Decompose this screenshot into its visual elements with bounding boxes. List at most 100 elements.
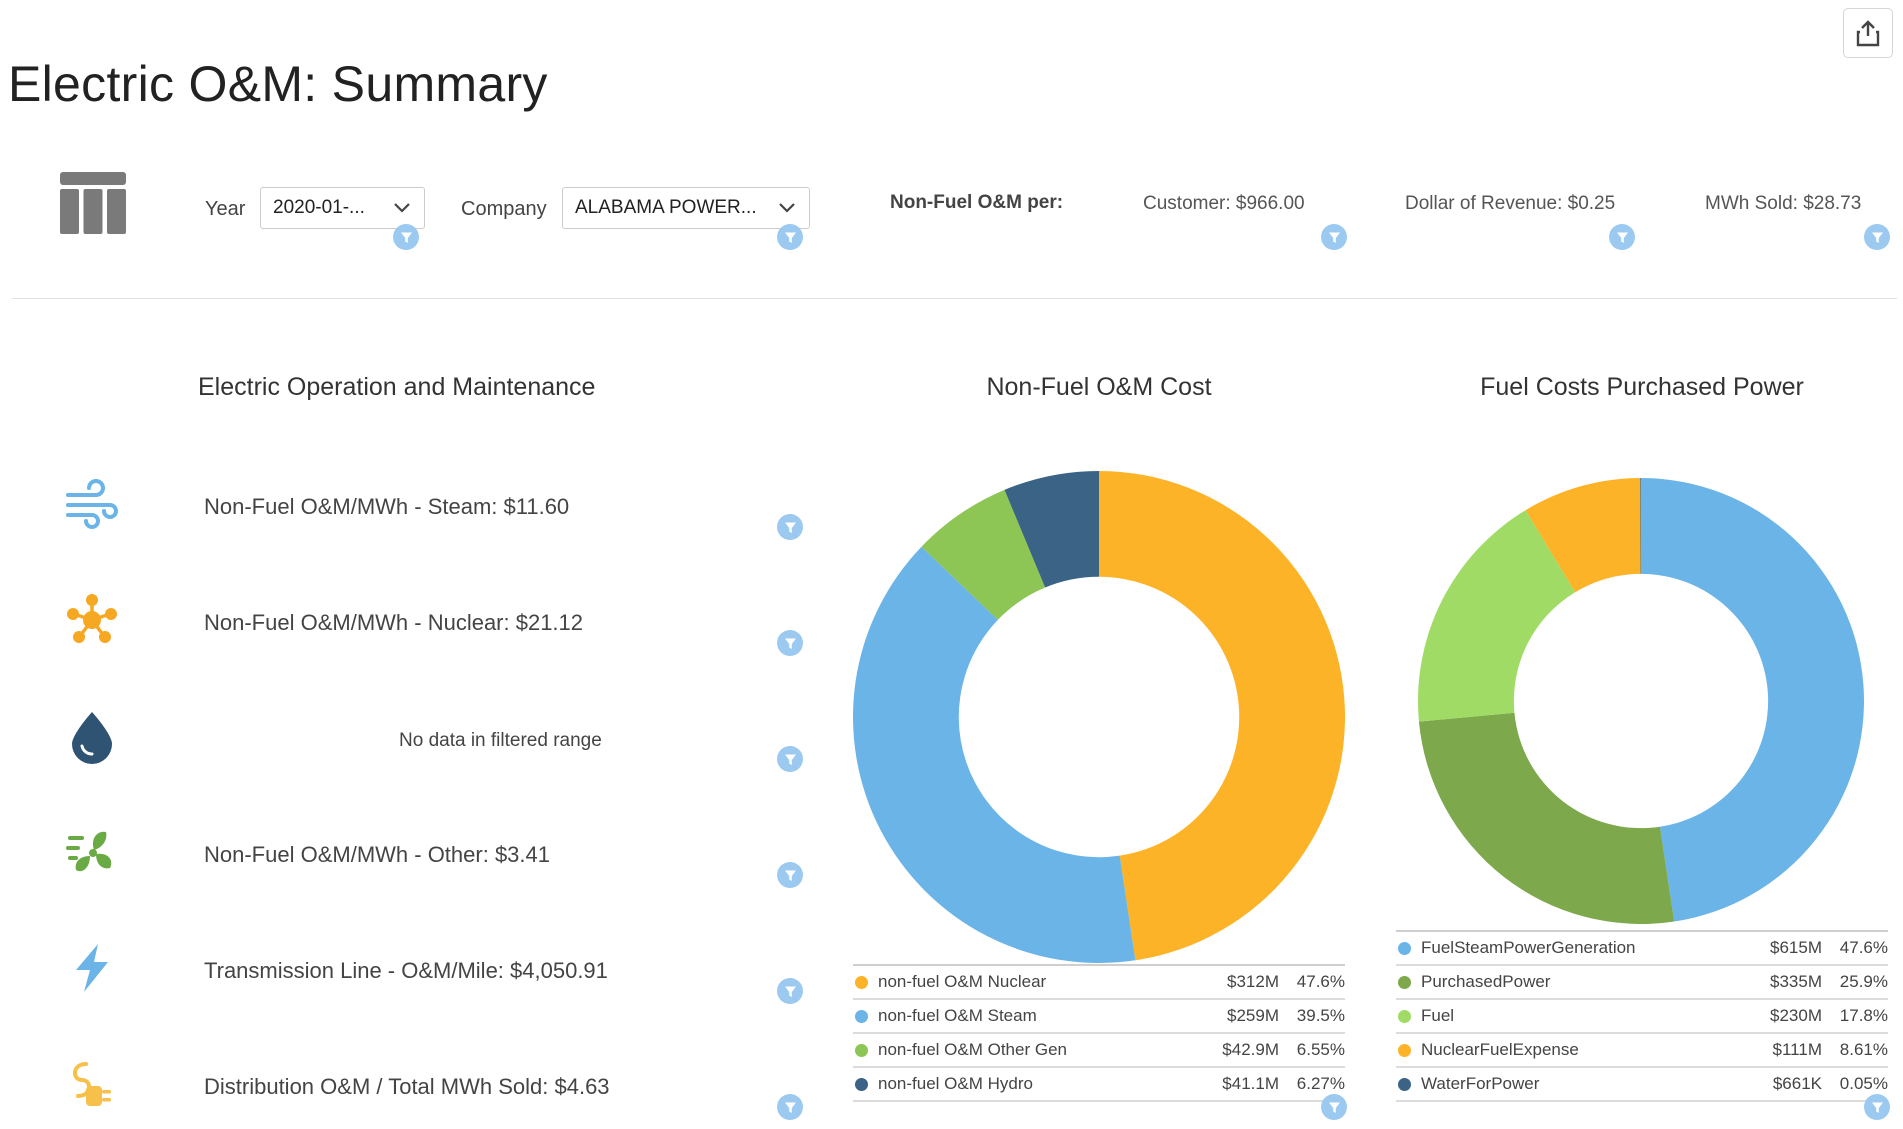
metric-steam: Non-Fuel O&M/MWh - Steam: $11.60 — [204, 494, 570, 519]
nuclear-icon — [67, 594, 117, 643]
legend-color-dot — [1398, 1077, 1411, 1091]
filter-icon — [1328, 1102, 1340, 1113]
page-title: Electric O&M: Summary — [8, 56, 548, 112]
metric-hydro-filter-button[interactable] — [777, 746, 803, 772]
chart2-title: Fuel Costs Purchased Power — [1480, 373, 1804, 401]
share-button[interactable] — [1843, 8, 1893, 58]
legend-label: PurchasedPower — [1421, 972, 1551, 991]
metric-nuclear-filter-button[interactable] — [777, 630, 803, 656]
legend-percent: 25.9% — [1839, 972, 1888, 991]
legend-amount: $41.1M — [1222, 1074, 1279, 1093]
legend-amount: $661K — [1772, 1074, 1822, 1093]
year-filter-button[interactable] — [393, 224, 419, 250]
header-divider — [12, 298, 1897, 299]
chart1-legend-divider — [853, 964, 1345, 966]
donut-slice-non-fuel-o-m-steam[interactable] — [853, 546, 1136, 963]
non-fuel-om-donut-chart — [853, 471, 1345, 963]
legend-amount: $615M — [1770, 938, 1822, 957]
water-drop-icon — [72, 712, 112, 764]
chart2-filter-button[interactable] — [1864, 1094, 1890, 1120]
legend-item[interactable]: FuelSteamPowerGeneration $615M 47.6% — [1396, 932, 1888, 966]
legend-item[interactable]: Fuel $230M 17.8% — [1396, 1000, 1888, 1034]
legend-percent: 0.05% — [1839, 1074, 1888, 1093]
metric-other: Non-Fuel O&M/MWh - Other: $3.41 — [204, 842, 550, 867]
year-select[interactable]: 2020-01-... — [260, 187, 425, 229]
filter-icon — [784, 522, 796, 533]
chart1-filter-button[interactable] — [1321, 1094, 1347, 1120]
legend-item[interactable]: non-fuel O&M Nuclear $312M 47.6% — [853, 966, 1345, 1000]
filter-icon — [784, 232, 796, 243]
legend-percent: 6.27% — [1296, 1074, 1345, 1093]
legend-label: NuclearFuelExpense — [1421, 1040, 1579, 1059]
metric-steam-filter-button[interactable] — [777, 514, 803, 540]
share-icon — [1856, 20, 1880, 47]
filter-icon — [784, 986, 796, 997]
filter-icon — [1328, 232, 1340, 243]
company-select-value: ALABAMA POWER... — [575, 197, 757, 218]
chart1-legend: non-fuel O&M Nuclear $312M 47.6% non-fuel O… — [853, 966, 1345, 1106]
donut-slice-fuelsteampowergeneration[interactable] — [1641, 478, 1864, 922]
legend-label: FuelSteamPowerGeneration — [1421, 938, 1636, 957]
legend-color-dot — [1398, 975, 1411, 989]
legend-item[interactable]: non-fuel O&M Hydro $41.1M 6.27% — [853, 1068, 1345, 1102]
filter-icon — [784, 870, 796, 881]
legend-percent: 47.6% — [1839, 938, 1888, 957]
filter-icon — [1616, 232, 1628, 243]
chart2-legend-divider — [1396, 930, 1888, 932]
kpi-mwh-filter-button[interactable] — [1864, 224, 1890, 250]
legend-percent: 8.61% — [1839, 1040, 1888, 1059]
metric-other-filter-button[interactable] — [777, 862, 803, 888]
donut-slice-purchasedpower[interactable] — [1418, 712, 1675, 924]
legend-amount: $111M — [1772, 1040, 1822, 1059]
lightning-icon — [76, 944, 108, 992]
legend-color-dot — [1398, 941, 1411, 955]
kpi-revenue-filter-button[interactable] — [1609, 224, 1635, 250]
filter-icon — [784, 1102, 796, 1113]
legend-label: non-fuel O&M Other Gen — [878, 1040, 1067, 1059]
legend-amount: $259M — [1227, 1006, 1279, 1025]
legend-item[interactable]: non-fuel O&M Other Gen $42.9M 6.55% — [853, 1034, 1345, 1068]
metric-transmission: Transmission Line - O&M/Mile: $4,050.91 — [204, 958, 608, 983]
chevron-down-icon — [779, 203, 795, 213]
donut-slice-non-fuel-o-m-other-gen[interactable] — [921, 489, 1046, 620]
filter-icon — [1871, 232, 1883, 243]
metric-hydro-no-data: No data in filtered range — [399, 730, 602, 751]
fuel-costs-donut-chart — [1418, 478, 1864, 924]
legend-label: non-fuel O&M Hydro — [878, 1074, 1033, 1093]
legend-amount: $42.9M — [1222, 1040, 1279, 1059]
legend-amount: $335M — [1770, 972, 1822, 991]
metric-nuclear: Non-Fuel O&M/MWh - Nuclear: $21.12 — [204, 610, 584, 635]
donut-slice-nuclearfuelexpense[interactable] — [1525, 478, 1641, 593]
donut-slice-fuel[interactable] — [1418, 510, 1576, 722]
legend-item[interactable]: NuclearFuelExpense $111M 8.61% — [1396, 1034, 1888, 1068]
legend-color-dot — [855, 1009, 868, 1023]
table-icon — [60, 172, 126, 234]
chevron-down-icon — [394, 203, 410, 213]
donut-slice-waterforpower[interactable] — [1640, 478, 1641, 574]
legend-label: WaterForPower — [1421, 1074, 1540, 1093]
year-select-value: 2020-01-... — [273, 197, 365, 218]
legend-color-dot — [1398, 1043, 1411, 1057]
legend-percent: 47.6% — [1296, 972, 1345, 991]
legend-item[interactable]: PurchasedPower $335M 25.9% — [1396, 966, 1888, 1000]
metric-transmission-filter-button[interactable] — [777, 978, 803, 1004]
company-select[interactable]: ALABAMA POWER... — [562, 187, 810, 229]
metric-distribution: Distribution O&M / Total MWh Sold: $4.63 — [204, 1074, 610, 1099]
legend-percent: 17.8% — [1839, 1006, 1888, 1025]
company-filter-button[interactable] — [777, 224, 803, 250]
metric-distribution-filter-button[interactable] — [777, 1094, 803, 1120]
donut-slice-non-fuel-o-m-hydro[interactable] — [1004, 471, 1099, 588]
legend-color-dot — [855, 1043, 868, 1057]
legend-item[interactable]: WaterForPower $661K 0.05% — [1396, 1068, 1888, 1102]
legend-label: Fuel — [1421, 1006, 1455, 1025]
kpi-customer-filter-button[interactable] — [1321, 224, 1347, 250]
filter-icon — [400, 232, 412, 243]
legend-percent: 6.55% — [1296, 1040, 1345, 1059]
legend-item[interactable]: non-fuel O&M Steam $259M 39.5% — [853, 1000, 1345, 1034]
filter-icon — [784, 754, 796, 765]
kpi-per-revenue: Dollar of Revenue: $0.25 — [1405, 193, 1616, 214]
donut-slice-non-fuel-o-m-nuclear[interactable] — [1099, 471, 1345, 961]
legend-percent: 39.5% — [1296, 1006, 1345, 1025]
metrics-title: Electric Operation and Maintenance — [198, 373, 596, 401]
kpi-per-mwh: MWh Sold: $28.73 — [1705, 193, 1862, 214]
